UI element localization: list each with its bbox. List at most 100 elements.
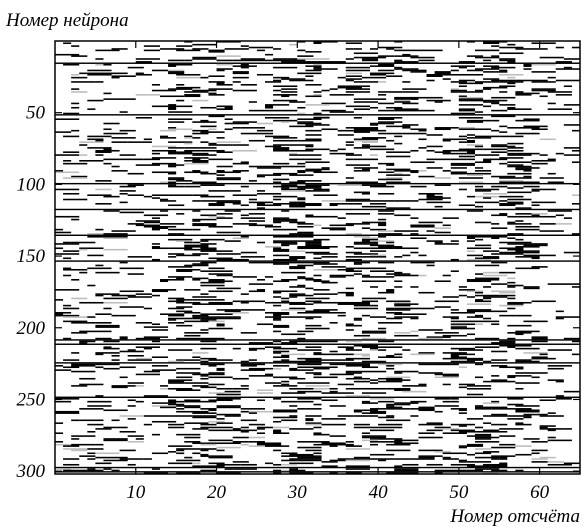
raster-cell — [394, 109, 419, 112]
raster-cell — [55, 311, 72, 314]
raster-cell — [329, 274, 354, 277]
raster-cell — [450, 164, 475, 166]
raster-cell — [499, 435, 516, 437]
raster-cell — [499, 456, 508, 459]
raster-cell — [361, 301, 370, 304]
raster-cell — [168, 307, 185, 310]
y-tick-label: 200 — [17, 318, 46, 339]
raster-cell — [410, 400, 427, 403]
raster-cell — [200, 119, 209, 122]
raster-cell — [450, 398, 459, 400]
raster-cell — [353, 380, 370, 383]
raster-cell — [458, 386, 467, 389]
raster-cell — [305, 408, 322, 410]
raster-cell — [475, 170, 492, 172]
raster-cell — [71, 279, 80, 281]
raster-cell — [95, 456, 112, 459]
raster-cell — [450, 423, 475, 426]
raster-cell — [216, 442, 241, 445]
raster-cell — [313, 171, 338, 174]
raster-cell — [208, 142, 217, 145]
raster-cell — [192, 299, 201, 301]
raster-cell — [394, 55, 419, 57]
raster-cell — [87, 194, 112, 196]
raster-cell — [184, 422, 209, 424]
raster-cell — [418, 175, 435, 178]
raster-cell — [208, 462, 225, 465]
raster-cell — [248, 375, 274, 377]
raster-cell — [176, 449, 185, 452]
raster-cell — [200, 261, 217, 264]
raster-cell — [127, 223, 144, 225]
raster-cell — [466, 134, 475, 136]
raster-cell — [345, 445, 362, 447]
raster-cell — [547, 436, 556, 439]
raster-cell — [378, 246, 403, 248]
raster-cell — [168, 300, 185, 303]
raster-cell — [483, 317, 492, 320]
raster-cell — [305, 61, 322, 63]
raster-cell — [111, 314, 120, 317]
raster-cell — [71, 435, 96, 437]
raster-cell — [160, 279, 185, 281]
raster-cell — [281, 316, 306, 318]
raster-cell — [232, 300, 241, 303]
raster-cell — [111, 75, 136, 77]
raster-full-row — [55, 114, 580, 116]
raster-cell — [378, 55, 395, 57]
raster-cell — [394, 230, 419, 232]
raster-cell — [458, 96, 484, 99]
raster-cell — [87, 73, 112, 76]
raster-cell — [216, 367, 225, 370]
raster-cell — [499, 52, 524, 55]
raster-cell — [515, 422, 524, 424]
raster-cell — [337, 86, 362, 89]
raster-cell — [458, 469, 467, 472]
raster-cell — [434, 128, 451, 131]
raster-cell — [168, 69, 185, 72]
raster-cell — [95, 428, 112, 430]
raster-cell — [200, 363, 225, 366]
raster-cell — [345, 459, 370, 462]
raster-cell — [313, 91, 322, 93]
raster-cell — [378, 121, 403, 123]
raster-cell — [297, 307, 306, 310]
raster-cell — [200, 377, 209, 380]
raster-cell — [248, 201, 274, 204]
raster-full-row — [55, 396, 580, 399]
raster-cell — [265, 311, 290, 314]
raster-cell — [394, 41, 403, 43]
raster-cell — [321, 418, 346, 420]
raster-cell — [571, 353, 580, 356]
raster-cell — [151, 365, 169, 367]
raster-cell — [103, 439, 128, 442]
raster-cell — [450, 258, 459, 261]
raster-cell — [87, 452, 96, 455]
raster-cell — [370, 106, 379, 109]
raster-cell — [143, 138, 152, 141]
raster-cell — [200, 247, 217, 250]
raster-cell — [475, 433, 492, 436]
raster-cell — [345, 329, 354, 331]
raster-cell — [507, 201, 524, 204]
raster-cell — [442, 357, 459, 360]
raster-cell — [458, 82, 484, 85]
raster-cell — [466, 435, 492, 437]
raster-cell — [200, 299, 225, 301]
raster-cell — [305, 287, 314, 290]
raster-cell — [434, 127, 451, 129]
raster-cell — [313, 154, 322, 156]
raster-cell — [507, 152, 516, 155]
raster-cell — [305, 327, 330, 330]
raster-cell — [378, 322, 403, 324]
raster-cell — [184, 41, 193, 43]
raster-cell — [289, 43, 298, 46]
raster-cell — [297, 357, 322, 360]
raster-cell — [168, 88, 193, 90]
raster-cell — [442, 73, 467, 76]
raster-cell — [216, 287, 241, 290]
raster-cell — [273, 410, 298, 413]
raster-cell — [95, 58, 104, 60]
raster-cell — [386, 408, 411, 410]
raster-cell — [273, 247, 282, 250]
